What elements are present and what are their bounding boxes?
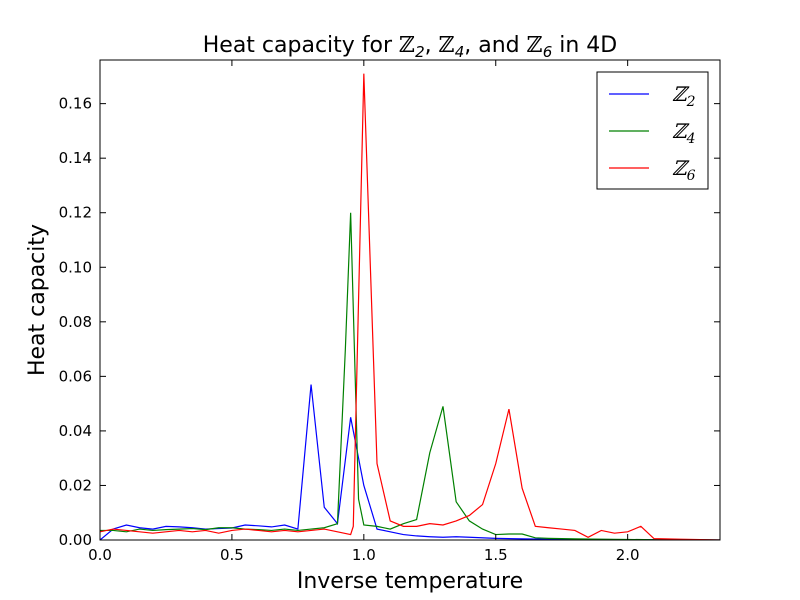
- y-tick-label: 0.04: [59, 422, 92, 440]
- y-tick-label: 0.02: [59, 476, 92, 494]
- series-line-z4: [100, 212, 720, 540]
- legend-math-subscript: 6: [687, 168, 696, 184]
- legend-math-z: ℤ: [672, 82, 690, 106]
- y-tick-label: 0.12: [59, 204, 92, 222]
- legend-math-z: ℤ: [672, 119, 690, 143]
- legend-label-z6: ℤ6: [672, 156, 696, 184]
- chart-title: Heat capacity for ℤ2, ℤ4, and ℤ6 in 4D: [203, 33, 617, 61]
- legend-math-subscript: 2: [686, 94, 696, 110]
- title-text: Heat capacity for: [203, 33, 399, 58]
- legend-math-subscript: 4: [686, 131, 696, 147]
- title-text: , and: [464, 33, 526, 58]
- title-math-z: ℤ: [439, 33, 455, 58]
- title-math-z: ℤ: [527, 33, 543, 58]
- y-axis-label: Heat capacity: [25, 224, 50, 376]
- legend-math-z: ℤ: [672, 156, 690, 180]
- legend-label-z2: ℤ2: [672, 82, 696, 110]
- y-tick-label: 0.00: [59, 531, 92, 549]
- title-math-subscript: 4: [455, 43, 465, 61]
- x-tick-label: 0.0: [88, 546, 112, 564]
- x-axis-label: Inverse temperature: [297, 569, 523, 594]
- y-tick-label: 0.06: [59, 367, 92, 385]
- series-line-z2: [100, 384, 720, 540]
- x-tick-label: 2.0: [616, 546, 640, 564]
- title-math-subscript: 6: [543, 43, 553, 61]
- y-tick-label: 0.16: [59, 95, 92, 113]
- ticks-layer: 0.0 0.5 1.0 1.5 2.0 0.00 0.02 0.04 0.06 0.08 0.10 0…: [59, 60, 720, 564]
- y-tick-label: 0.08: [59, 313, 92, 331]
- series-line-z6: [100, 73, 720, 540]
- series-layer: [100, 73, 720, 540]
- plot-frame: [99, 59, 721, 541]
- x-tick-label: 0.5: [220, 546, 244, 564]
- title-math-z: ℤ: [399, 33, 415, 58]
- y-tick-label: 0.14: [59, 149, 92, 167]
- x-tick-label: 1.0: [352, 546, 376, 564]
- title-text: ,: [425, 33, 439, 58]
- x-tick-label: 1.5: [484, 546, 508, 564]
- title-math-subscript: 2: [415, 43, 425, 61]
- y-tick-label: 0.10: [59, 258, 92, 276]
- title-text: in 4D: [552, 33, 617, 58]
- legend-label-z4: ℤ4: [672, 119, 696, 147]
